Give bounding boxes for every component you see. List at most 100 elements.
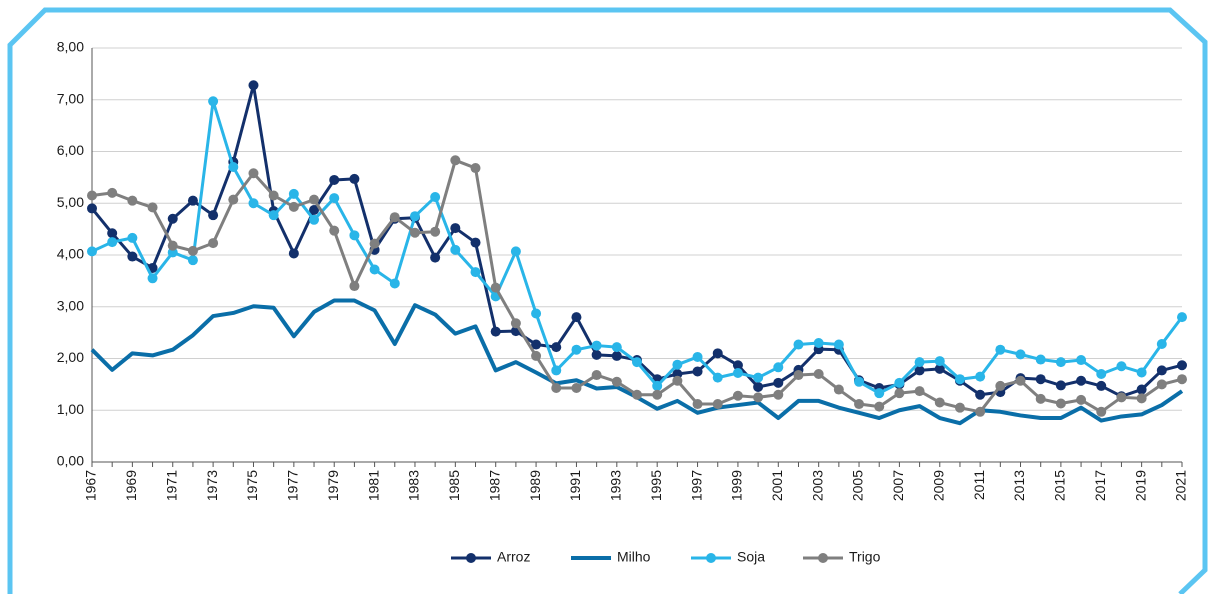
marker	[995, 344, 1006, 355]
y-tick-label: 0,00	[57, 453, 84, 469]
marker	[1035, 354, 1046, 365]
marker	[753, 372, 764, 383]
marker	[773, 377, 784, 388]
marker	[914, 386, 925, 397]
marker	[490, 282, 501, 293]
marker	[1177, 360, 1187, 371]
marker	[1055, 398, 1066, 409]
marker	[531, 339, 542, 350]
marker	[551, 365, 562, 376]
marker	[490, 326, 501, 337]
x-tick-label: 1971	[163, 470, 179, 501]
x-tick-label: 1969	[123, 470, 139, 501]
marker	[571, 344, 582, 355]
marker	[692, 351, 703, 362]
x-tick-label: 1993	[608, 470, 624, 501]
marker	[1136, 367, 1147, 378]
marker	[248, 80, 259, 91]
marker	[874, 388, 885, 399]
marker	[652, 389, 663, 400]
x-tick-label: 1987	[486, 470, 502, 501]
x-tick-label: 1975	[244, 470, 260, 501]
legend-label: Soja	[737, 549, 765, 565]
marker	[268, 190, 279, 201]
x-tick-label: 2009	[930, 470, 946, 501]
marker	[732, 367, 743, 378]
legend-label: Arroz	[497, 549, 530, 565]
marker	[591, 349, 602, 360]
x-tick-label: 1977	[285, 470, 301, 501]
marker	[954, 402, 965, 413]
marker	[1055, 380, 1066, 391]
marker	[510, 246, 521, 257]
x-tick-label: 2013	[1011, 470, 1027, 501]
marker	[309, 214, 320, 225]
marker	[1076, 375, 1087, 386]
marker	[732, 360, 743, 371]
y-tick-label: 3,00	[57, 297, 84, 313]
y-tick-label: 2,00	[57, 349, 84, 365]
marker	[208, 96, 219, 107]
marker	[934, 363, 945, 374]
legend-label: Milho	[617, 549, 651, 565]
x-tick-label: 1979	[325, 470, 341, 501]
legend-marker	[706, 553, 716, 563]
x-tick-label: 1985	[446, 470, 462, 501]
marker	[833, 384, 844, 395]
marker	[187, 255, 198, 266]
marker	[208, 210, 219, 221]
marker	[107, 237, 118, 248]
marker	[409, 211, 420, 222]
marker	[510, 318, 521, 329]
marker	[732, 390, 743, 401]
marker	[167, 240, 178, 251]
marker	[147, 273, 158, 284]
marker	[854, 376, 865, 387]
marker	[753, 381, 764, 392]
marker	[329, 225, 340, 236]
marker	[1076, 355, 1087, 366]
x-tick-label: 1973	[204, 470, 220, 501]
x-tick-label: 2019	[1132, 470, 1148, 501]
marker	[389, 212, 400, 223]
y-tick-label: 8,00	[57, 39, 84, 55]
marker	[1015, 349, 1026, 360]
marker	[672, 375, 683, 386]
marker	[692, 366, 703, 377]
marker	[1136, 393, 1147, 404]
marker	[712, 372, 723, 383]
marker	[1156, 365, 1167, 376]
x-tick-label: 1997	[688, 470, 704, 501]
marker	[309, 204, 320, 215]
x-tick-label: 2007	[890, 470, 906, 501]
marker	[954, 374, 965, 385]
marker	[975, 389, 986, 400]
marker	[1177, 312, 1187, 323]
frame	[7, 7, 1208, 594]
marker	[995, 380, 1006, 391]
legend-label: Trigo	[849, 549, 881, 565]
x-tick-label: 1999	[729, 470, 745, 501]
marker	[470, 267, 481, 278]
marker	[107, 228, 118, 239]
marker	[793, 370, 804, 381]
marker	[773, 362, 784, 373]
marker	[813, 369, 824, 380]
legend-marker	[818, 553, 828, 563]
marker	[288, 201, 299, 212]
marker	[288, 188, 299, 199]
marker	[894, 377, 905, 388]
marker	[753, 392, 764, 403]
marker	[611, 350, 622, 361]
line	[90, 83, 1183, 398]
marker	[389, 278, 400, 289]
x-tick-label: 1983	[406, 470, 422, 501]
marker	[531, 350, 542, 361]
marker	[894, 388, 905, 399]
x-tick-label: 1989	[527, 470, 543, 501]
marker	[87, 203, 97, 214]
marker	[349, 230, 360, 241]
y-tick-label: 1,00	[57, 401, 84, 417]
marker	[309, 194, 320, 205]
